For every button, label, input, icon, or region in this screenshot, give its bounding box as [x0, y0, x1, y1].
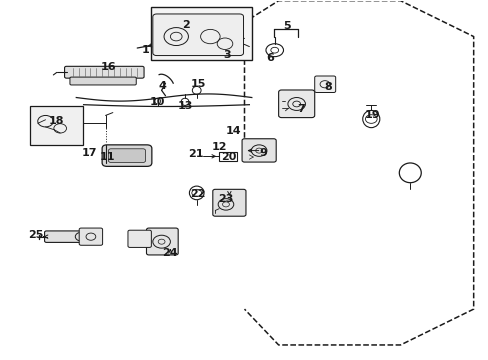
FancyBboxPatch shape [128, 230, 151, 247]
Text: 25: 25 [28, 230, 43, 240]
FancyBboxPatch shape [153, 14, 243, 55]
FancyBboxPatch shape [108, 149, 145, 162]
Text: 5: 5 [283, 21, 291, 31]
Text: 6: 6 [265, 53, 273, 63]
FancyBboxPatch shape [278, 90, 314, 118]
Text: 3: 3 [223, 50, 231, 60]
FancyBboxPatch shape [70, 77, 136, 85]
Text: 20: 20 [221, 152, 236, 162]
Text: 9: 9 [259, 148, 266, 158]
FancyBboxPatch shape [79, 228, 102, 245]
FancyBboxPatch shape [242, 139, 276, 162]
Bar [219, 152, 236, 161]
Text: 1: 1 [142, 45, 149, 55]
Text: 24: 24 [162, 248, 178, 258]
FancyBboxPatch shape [146, 228, 178, 255]
Text: 23: 23 [218, 194, 233, 204]
Text: 13: 13 [177, 101, 192, 111]
FancyBboxPatch shape [44, 231, 82, 242]
FancyBboxPatch shape [102, 145, 152, 166]
Text: 2: 2 [182, 20, 189, 30]
Text: 16: 16 [101, 62, 117, 72]
Text: 15: 15 [191, 79, 206, 89]
Text: 19: 19 [364, 110, 379, 120]
FancyBboxPatch shape [314, 76, 335, 93]
Text: 14: 14 [225, 126, 241, 135]
Text: 17: 17 [81, 148, 97, 158]
Text: 11: 11 [99, 152, 115, 162]
Bar [151, 7, 252, 60]
Text: 18: 18 [48, 116, 64, 126]
Text: 21: 21 [187, 149, 203, 159]
Text: 7: 7 [297, 104, 305, 114]
FancyBboxPatch shape [212, 189, 245, 216]
Bar [30, 106, 82, 145]
FancyBboxPatch shape [64, 66, 144, 78]
Text: 8: 8 [324, 82, 331, 93]
Text: 12: 12 [211, 142, 226, 152]
Text: 22: 22 [189, 189, 205, 199]
Text: 10: 10 [150, 97, 165, 107]
Text: 4: 4 [158, 81, 166, 91]
